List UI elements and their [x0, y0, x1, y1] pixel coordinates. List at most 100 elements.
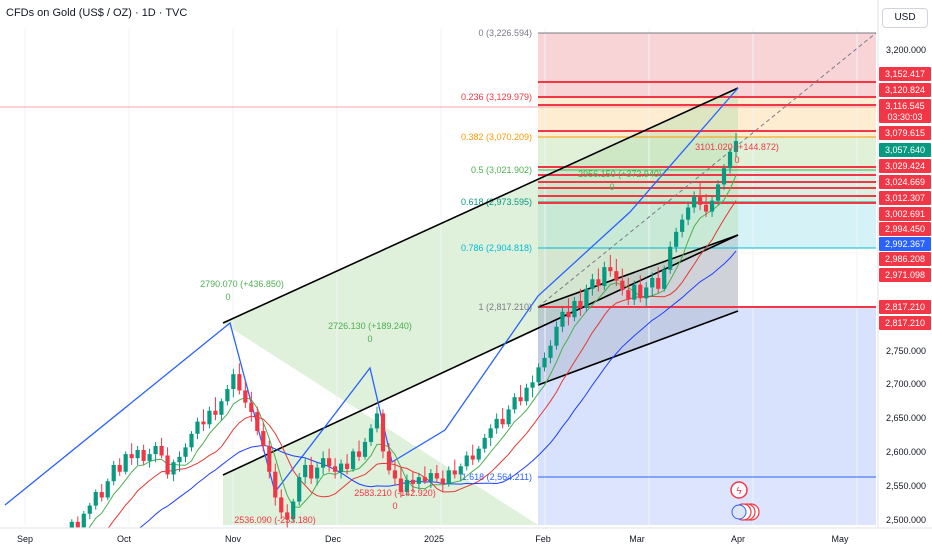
- candle-body: [147, 454, 152, 461]
- x-tick-label: Nov: [225, 534, 242, 544]
- candle-body: [446, 470, 451, 484]
- price-tag: 2,817.210: [879, 300, 931, 314]
- candle-body: [273, 471, 278, 498]
- y-tick-label: 2,550.000: [886, 481, 926, 491]
- candle-body: [518, 397, 523, 402]
- candle-body: [512, 397, 517, 410]
- price-tag: 3,120.824: [879, 83, 931, 97]
- candle-body: [506, 409, 511, 425]
- x-tick-label: May: [831, 534, 849, 544]
- candle-body: [231, 374, 236, 390]
- fib-label: 1.618 (2,564.211): [462, 472, 532, 482]
- price-tag: 3,012.307: [879, 191, 931, 205]
- wedge-fill: [538, 235, 738, 385]
- currency-label: USD: [894, 12, 916, 23]
- candle-body: [644, 287, 649, 299]
- price-tag-bg: [879, 67, 931, 81]
- x-tick-label: Oct: [117, 534, 132, 544]
- candle-body: [171, 462, 176, 475]
- time-axis: Sep Oct Nov Dec 2025 Feb Mar Apr May: [0, 527, 932, 550]
- candle-body: [99, 492, 104, 498]
- price-tag-label: 2,817.210: [885, 318, 925, 328]
- candle-body: [344, 463, 350, 470]
- fib-zone-extension: [538, 307, 876, 525]
- price-tag: 2,994.450: [879, 222, 931, 236]
- moving-average-line: [66, 175, 737, 550]
- candle-body: [291, 501, 296, 520]
- x-tick-label: Apr: [731, 534, 745, 544]
- price-tag-bg: [879, 300, 931, 314]
- price-tag: 2,992.367: [879, 237, 931, 251]
- price-tag-label: 2,986.208: [885, 254, 925, 264]
- fib-label: 0.5 (3,021.902): [471, 165, 532, 175]
- candle-body: [626, 290, 631, 300]
- price-tag: 3,024.669: [879, 175, 931, 189]
- candle-body: [237, 374, 242, 391]
- candle-body: [404, 479, 410, 493]
- channel-line: [537, 234, 739, 308]
- price-tag-bg: [879, 99, 931, 123]
- price-tag-label: 3,120.824: [885, 85, 925, 95]
- candle-body: [135, 450, 140, 459]
- measure-label: 0: [609, 182, 614, 192]
- candle-body: [500, 418, 505, 425]
- candle-body: [362, 441, 368, 457]
- candle-body: [332, 466, 338, 472]
- candle-body: [638, 284, 643, 299]
- candle-body: [596, 279, 601, 287]
- fib-label: 1 (2,817.210): [478, 302, 532, 312]
- price-tag-bg: [879, 222, 931, 236]
- price-tag-bg: [879, 316, 931, 330]
- candle-body: [530, 382, 535, 388]
- candle-body: [680, 219, 685, 232]
- candle-body: [440, 478, 445, 484]
- candle-body: [620, 280, 625, 291]
- candle-body: [692, 196, 697, 208]
- candle-body: [195, 421, 200, 434]
- candle-body: [213, 410, 218, 415]
- price-tag-label: 3,012.307: [885, 193, 925, 203]
- lightning-icon-glyph: ϟ: [736, 486, 742, 497]
- price-tag-label: 2,971.098: [885, 270, 925, 280]
- measure-label: 2536.090 (-253.180): [234, 515, 316, 525]
- candle-body: [350, 451, 356, 470]
- candle-body: [488, 428, 493, 438]
- price-tag: 3,002.691: [879, 207, 931, 221]
- candle-body: [261, 431, 266, 446]
- candle-body: [482, 437, 487, 449]
- candle-body: [201, 421, 206, 425]
- fib-label: 0.236 (3,129.979): [461, 92, 532, 102]
- candle-body: [356, 451, 362, 457]
- candle-body: [219, 401, 224, 415]
- y-tick-label: 2,700.000: [886, 379, 926, 389]
- candle-body: [315, 467, 320, 479]
- symbol-label: CFDs on Gold (US$ / OZ) · 1D · TVC: [6, 7, 188, 19]
- candle-body: [578, 300, 583, 308]
- candle-body: [464, 455, 469, 467]
- candle-body: [249, 402, 254, 413]
- fib-zone: [538, 33, 876, 97]
- horizontal-levels: [0, 81, 876, 308]
- candle-body: [434, 473, 439, 479]
- measure-label: 0: [734, 155, 739, 165]
- candle-body: [584, 288, 589, 308]
- currency-selector[interactable]: USD: [882, 8, 928, 28]
- candle-body: [662, 269, 667, 289]
- candle-body: [105, 481, 110, 498]
- candle-body: [721, 168, 727, 185]
- candle-body: [279, 497, 284, 513]
- candle-body: [165, 455, 170, 475]
- candle-body: [338, 463, 344, 472]
- candle-body: [656, 277, 661, 289]
- candle-body: [566, 311, 571, 318]
- candle-body: [703, 204, 709, 212]
- us-flag-icon[interactable]: [731, 504, 747, 520]
- event-icons: ϟ: [730, 481, 760, 521]
- candle-body: [524, 387, 529, 402]
- candle-body: [542, 357, 547, 368]
- lightning-icon[interactable]: [730, 481, 748, 499]
- price-tag-label: 3,116.545: [885, 101, 924, 111]
- candle-body: [650, 277, 655, 288]
